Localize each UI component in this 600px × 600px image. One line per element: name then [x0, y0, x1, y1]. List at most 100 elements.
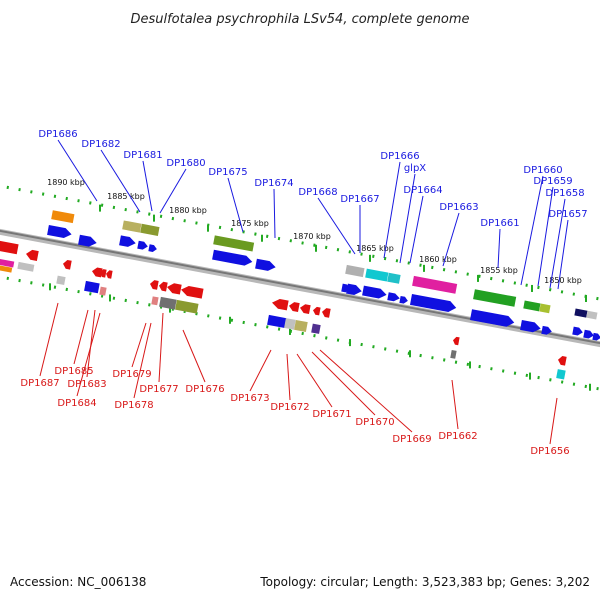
- reverse-gene-arrow: [26, 249, 39, 261]
- scale-label: 1890 kbp: [47, 178, 85, 187]
- gene-category-block-shape: [56, 275, 66, 285]
- reverse-gene-arrow: [167, 283, 182, 295]
- reverse-gene-arrow-shape: [63, 259, 72, 270]
- top-label-leader: [497, 228, 501, 269]
- top-label-leader: [57, 139, 98, 202]
- gene-category-block-shape: [51, 210, 75, 224]
- gene-category-block-shape: [17, 261, 35, 272]
- gene-category-block: [17, 261, 35, 272]
- scale-label: 1870 kbp: [293, 232, 331, 241]
- forward-gene-arrow-shape: [137, 240, 148, 250]
- gene-category-block-shape: [365, 268, 389, 282]
- gene-category-block: [175, 299, 199, 314]
- bottom-label-leader: [296, 353, 333, 408]
- gene-category-block: [140, 223, 160, 236]
- top-gene-label: DP1667: [340, 194, 379, 205]
- forward-gene-arrow-shape: [409, 294, 457, 312]
- gene-category-block: [51, 210, 75, 224]
- scale-labels: 1890 kbp 1885 kbp 1880 kbp 1875 kbp 1870 kbp…: [47, 178, 582, 285]
- gene-category-block: [450, 349, 457, 359]
- forward-gene-arrow-shape: [78, 234, 97, 247]
- reverse-gene-arrow: [453, 336, 460, 346]
- forward-gene-arrow-shape: [362, 285, 387, 299]
- top-gene-label: DP1682: [81, 139, 120, 150]
- forward-gene-arrow-shape: [520, 319, 541, 333]
- top-gene-label: glpX: [404, 163, 426, 174]
- gene-category-block-shape: [213, 235, 255, 252]
- reverse-gene-arrow-shape: [150, 280, 159, 290]
- gene-category-block-shape: [387, 272, 401, 284]
- bottom-gene-label: DP1678: [114, 400, 153, 411]
- top-label-leader: [399, 173, 416, 264]
- forward-gene-arrow-shape: [469, 309, 515, 327]
- scale-label: 1855 kbp: [480, 266, 518, 275]
- reverse-gene-arrow: [63, 259, 72, 270]
- gene-features: [0, 210, 600, 380]
- bottom-label-leader: [86, 309, 96, 378]
- top-label-leader: [520, 175, 544, 286]
- scale-label: 1885 kbp: [107, 192, 145, 201]
- reverse-gene-arrow-shape: [0, 240, 19, 255]
- bottom-gene-label: DP1687: [20, 378, 59, 389]
- reverse-gene-arrow-shape: [159, 281, 168, 292]
- bottom-label-leader: [451, 379, 459, 430]
- top-label-leader: [409, 195, 424, 264]
- gene-category-block-shape: [84, 280, 100, 294]
- gene-category-block-shape: [574, 308, 588, 318]
- bottom-label-leader: [249, 349, 272, 392]
- scale-label: 1875 kbp: [231, 219, 269, 228]
- reverse-gene-arrow: [272, 298, 289, 311]
- top-gene-label: DP1664: [403, 185, 442, 196]
- scale-label: 1865 kbp: [356, 244, 394, 253]
- gene-category-block-shape: [284, 318, 296, 330]
- forward-gene-arrow-shape: [119, 235, 136, 247]
- bottom-gene-label: DP1673: [230, 393, 269, 404]
- forward-gene-arrow: [78, 234, 97, 247]
- forward-gene-arrow: [520, 319, 541, 333]
- reverse-gene-arrow-shape: [558, 356, 567, 366]
- reverse-gene-arrow: [313, 306, 321, 316]
- forward-gene-arrow: [212, 249, 253, 266]
- reverse-gene-arrow-shape: [313, 306, 321, 316]
- forward-gene-arrow: [387, 292, 400, 302]
- gene-category-block: [311, 323, 321, 334]
- genome-summary-text: Topology: circular; Length: 3,523,383 bp…: [259, 575, 590, 589]
- bottom-gene-label: DP1669: [392, 434, 431, 445]
- bottom-label-leader: [76, 312, 101, 397]
- forward-gene-arrow: [137, 240, 148, 250]
- reverse-gene-arrow: [322, 308, 331, 318]
- top-label-leader: [383, 161, 401, 259]
- reverse-gene-arrow-shape: [100, 269, 107, 278]
- forward-gene-arrow-shape: [346, 283, 362, 295]
- forward-gene-arrow: [469, 309, 515, 327]
- gene-category-block: [0, 265, 13, 273]
- reverse-gene-arrow-shape: [300, 304, 311, 315]
- gene-category-block: [159, 296, 177, 310]
- reverse-gene-arrow-shape: [167, 283, 182, 295]
- forward-gene-arrow-shape: [572, 326, 583, 336]
- top-label-leader: [142, 160, 153, 212]
- forward-gene-arrow: [346, 283, 362, 295]
- forward-gene-arrow-shape: [148, 244, 157, 252]
- gene-category-block: [387, 272, 401, 284]
- reverse-gene-arrow-shape: [106, 270, 113, 279]
- gene-category-block-shape: [450, 349, 457, 359]
- gene-category-block-shape: [586, 310, 598, 320]
- top-gene-label: DP1681: [123, 150, 162, 161]
- reverse-gene-arrow: [106, 270, 113, 279]
- top-label-leader: [159, 168, 187, 214]
- forward-gene-arrow-shape: [592, 332, 600, 341]
- gene-category-block: [473, 289, 517, 307]
- forward-gene-arrow-shape: [255, 258, 276, 271]
- bottom-label-leader: [73, 309, 89, 365]
- top-label-leader: [100, 149, 141, 213]
- gene-category-block-shape: [523, 300, 541, 312]
- bottom-label-leader: [182, 329, 206, 383]
- gene-category-block-shape: [473, 289, 517, 307]
- scale-label: 1880 kbp: [169, 206, 207, 215]
- reverse-gene-arrow: [159, 281, 168, 292]
- forward-gene-arrow: [362, 285, 387, 299]
- bottom-gene-label: DP1685: [54, 366, 93, 377]
- reverse-gene-arrow-shape: [26, 249, 39, 261]
